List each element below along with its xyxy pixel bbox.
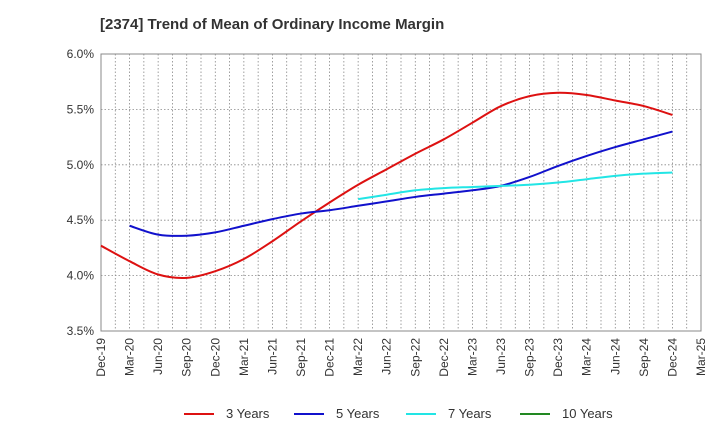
y-tick-label: 5.0% (67, 158, 95, 172)
legend-item-5-years: 5 Years (294, 406, 379, 421)
x-tick-label: Sep-22 (408, 338, 422, 377)
legend-item-7-years: 7 Years (406, 406, 491, 421)
legend-label-3-years: 3 Years (226, 406, 270, 421)
x-tick-label: Jun-24 (608, 338, 622, 375)
series-line-3-years (100, 91, 673, 279)
x-tick-label: Mar-22 (351, 338, 365, 376)
y-tick-label: 4.0% (67, 269, 95, 283)
x-tick-label: Mar-20 (123, 338, 137, 376)
y-tick-label: 4.5% (67, 213, 95, 227)
x-tick-label: Mar-21 (237, 338, 251, 376)
x-tick-label: Sep-23 (523, 338, 537, 377)
chart-title: [2374] Trend of Mean of Ordinary Income … (100, 16, 445, 33)
x-tick-label: Mar-23 (465, 338, 479, 376)
legend: 3 Years 5 Years 7 Years 10 Years (0, 406, 720, 426)
legend-item-3-years: 3 Years (184, 406, 269, 421)
legend-label-5-years: 5 Years (336, 406, 380, 421)
plot-frame (100, 53, 702, 332)
x-tick-label: Dec-20 (208, 338, 222, 377)
legend-item-10-years: 10 Years (520, 406, 613, 421)
x-tick-label: Dec-19 (94, 338, 108, 377)
y-tick-label: 5.5% (67, 102, 95, 116)
x-tick-label: Jun-20 (151, 338, 165, 375)
axes: 3.5% 4.0% 4.5% 5.0% 5.5% 6.0% Dec-19 Mar-20 Jun-… (67, 47, 708, 377)
legend-swatch-5-years (294, 412, 324, 415)
x-tick-label: Dec-22 (437, 338, 451, 377)
x-tick-label: Dec-23 (551, 338, 565, 377)
x-tick-label: Jun-23 (494, 338, 508, 375)
series-line-5-years (129, 130, 673, 237)
series-lines (100, 91, 673, 279)
y-tick-label: 3.5% (67, 324, 95, 338)
x-tick-label: Sep-20 (180, 338, 194, 377)
y-tick-label: 6.0% (67, 47, 95, 61)
x-tick-label: Dec-21 (323, 338, 337, 377)
series-line-7-years (357, 171, 673, 201)
legend-swatch-10-years (520, 412, 550, 415)
x-tick-label: Dec-24 (665, 338, 679, 377)
x-tick-label: Mar-24 (580, 338, 594, 376)
x-tick-label: Mar-25 (694, 338, 708, 376)
x-tick-label: Sep-24 (637, 338, 651, 377)
legend-label-7-years: 7 Years (448, 406, 492, 421)
x-tick-label: Jun-22 (380, 338, 394, 375)
legend-label-10-years: 10 Years (562, 406, 613, 421)
x-tick-label: Jun-21 (265, 338, 279, 375)
legend-swatch-7-years (406, 412, 436, 415)
x-tick-label: Sep-21 (294, 338, 308, 377)
legend-swatch-3-years (184, 412, 214, 415)
